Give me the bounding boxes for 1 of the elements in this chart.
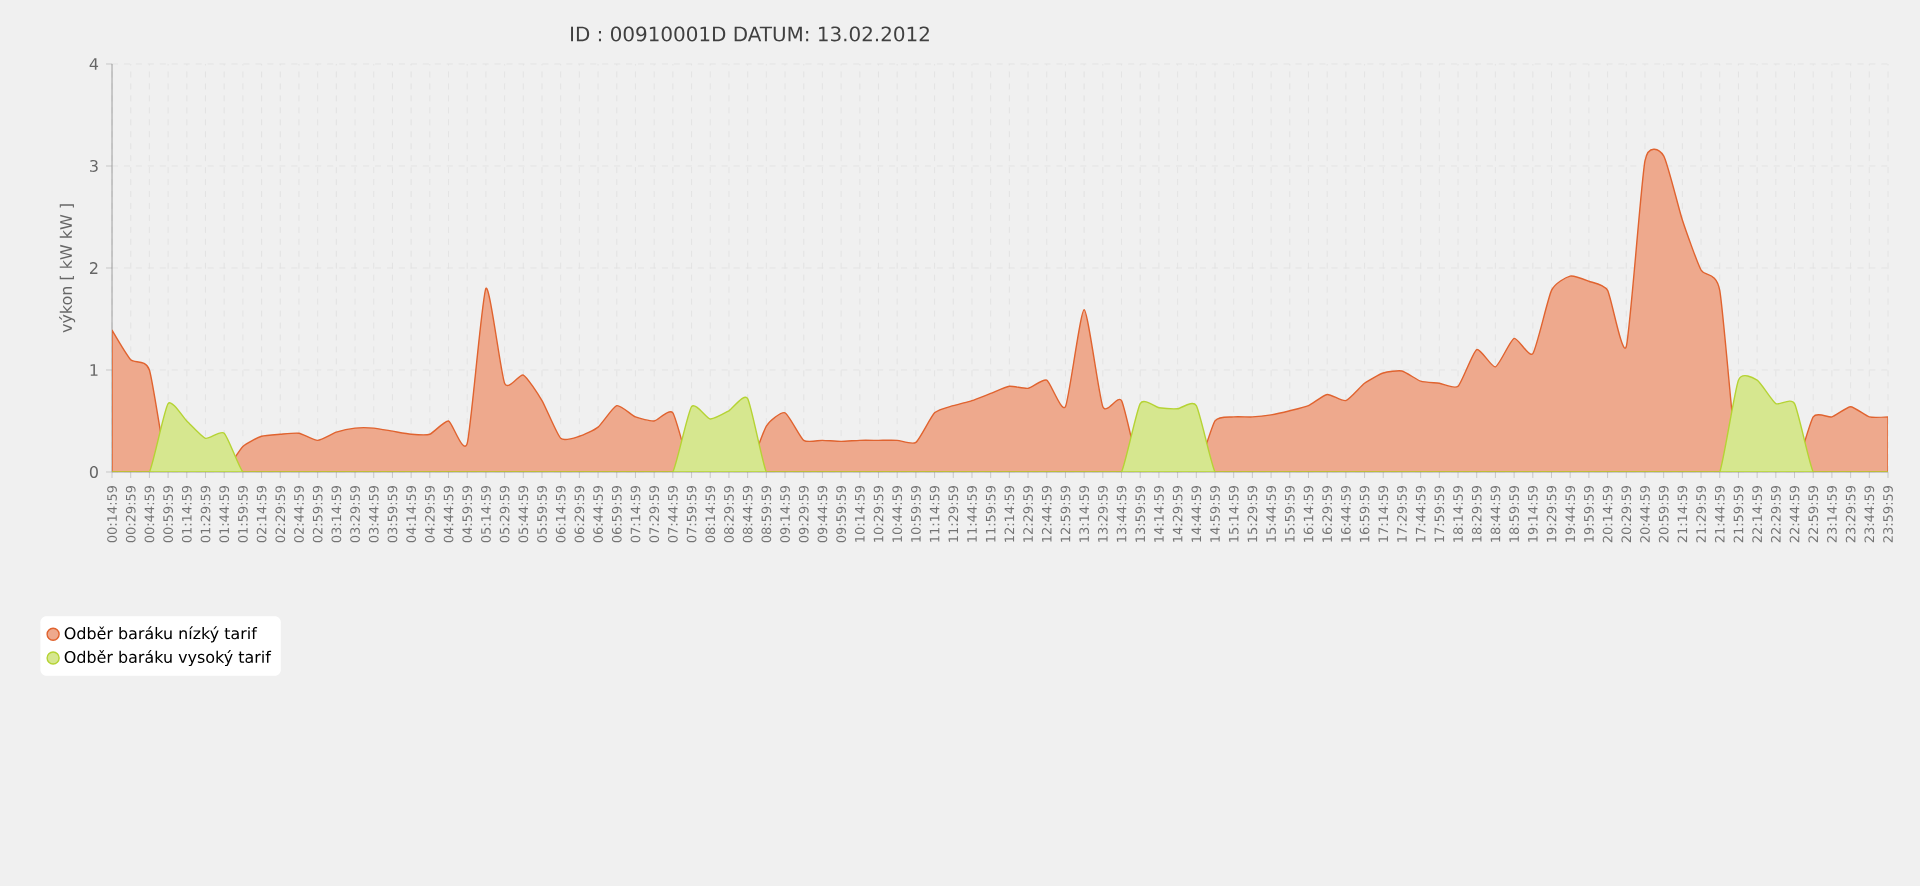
chart-title: ID : 00910001D DATUM: 13.02.2012 <box>571 26 929 42</box>
